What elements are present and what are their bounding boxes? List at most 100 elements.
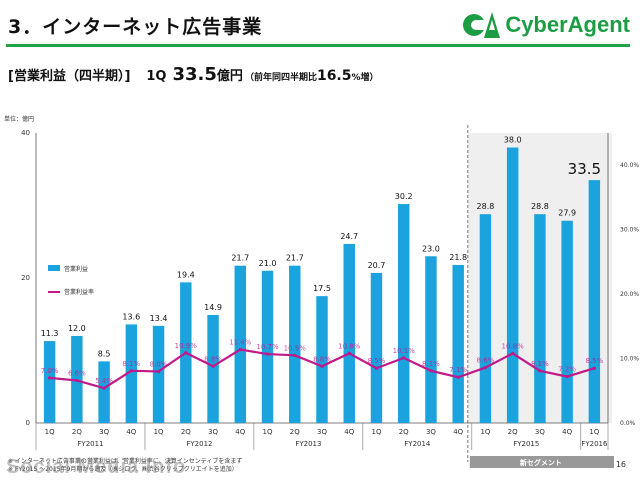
y2-tick-label: 20.0% — [620, 291, 639, 298]
subtitle-compare-prefix: （前年同四半期比 — [244, 73, 317, 83]
margin-point-3 — [129, 369, 133, 373]
bar-4 — [152, 325, 165, 423]
margin-value-label: 7.2% — [558, 366, 576, 374]
y2-tick-label: 30.0% — [620, 227, 639, 234]
margin-point-19 — [565, 375, 569, 379]
margin-point-13 — [402, 356, 406, 360]
x-tick-label: 1Q — [263, 428, 273, 436]
x-tick-label: 1Q — [480, 428, 490, 436]
bar-value-label: 21.7 — [286, 254, 304, 263]
y2-tick-label: 40.0% — [620, 162, 639, 169]
x-tick-label: 3Q — [535, 428, 545, 436]
chart-subtitle: [営業利益（四半期）] 1Q 33.5 億円 （前年同四半期比 16.5 %増） — [8, 64, 379, 85]
margin-value-label: 10.8% — [338, 342, 361, 350]
bar-value-label: 8.5 — [98, 349, 111, 358]
margin-value-label: 6.6% — [68, 369, 86, 377]
margin-point-11 — [347, 351, 351, 355]
x-tick-label: 2Q — [399, 428, 409, 436]
bar-value-label: 28.8 — [477, 202, 495, 211]
margin-value-label: 11.4% — [229, 339, 252, 347]
y-tick-label: 20 — [21, 274, 30, 282]
watermark: Social Media Info — [6, 456, 187, 478]
margin-point-5 — [184, 351, 188, 355]
bar-value-label: 27.9 — [558, 209, 576, 218]
margin-point-12 — [374, 366, 379, 370]
margin-value-label: 8.1% — [531, 360, 549, 368]
legend-line-label: 営業利益率 — [64, 288, 94, 296]
bar-value-label: 23.0 — [422, 244, 440, 253]
x-tick-label: 2Q — [72, 428, 82, 436]
margin-point-4 — [156, 369, 161, 374]
bar-11 — [343, 243, 355, 423]
x-tick-label: 2Q — [290, 428, 300, 436]
margin-point-10 — [320, 364, 324, 368]
bar-value-label: 13.4 — [150, 314, 168, 323]
subtitle-bracket: [営業利益（四半期）] — [8, 69, 131, 84]
legend-bar-label: 営業利益 — [64, 265, 88, 273]
bar-19 — [561, 220, 573, 423]
cyberagent-logo-icon — [463, 12, 501, 38]
bar-8 — [261, 270, 274, 423]
margin-point-9 — [293, 353, 297, 357]
x-tick-label: 3Q — [208, 428, 218, 436]
subtitle-unit: 億円 — [216, 69, 243, 84]
margin-value-label: 8.5% — [585, 357, 603, 365]
bar-value-label: 33.5 — [568, 160, 601, 178]
bar-value-label: 12.0 — [68, 324, 86, 333]
margin-value-label: 8.1% — [422, 360, 440, 368]
margin-point-1 — [75, 378, 79, 383]
new-segment-banner — [469, 456, 614, 468]
margin-value-label: 10.5% — [284, 344, 307, 352]
x-tick-label: 2Q — [508, 428, 518, 436]
margin-value-label: 7.0% — [41, 367, 59, 375]
margin-point-0 — [48, 376, 52, 380]
x-tick-label: 3Q — [99, 428, 109, 436]
bar-value-label: 21.7 — [231, 254, 249, 263]
x-tick-label: 2Q — [181, 428, 191, 436]
bar-3 — [125, 324, 138, 423]
margin-value-label: 5.4% — [95, 377, 113, 385]
legend-bar-swatch — [48, 265, 60, 271]
bar-value-label: 20.7 — [368, 261, 386, 270]
bar-value-label: 30.2 — [395, 192, 413, 201]
margin-point-17 — [511, 351, 515, 355]
margin-value-label: 8.8% — [313, 355, 331, 363]
bar-9 — [289, 265, 301, 423]
y-tick-label: 40 — [21, 129, 30, 137]
bar-value-label: 21.0 — [259, 259, 277, 268]
subtitle-quarter: 1Q — [146, 69, 167, 84]
margin-point-15 — [456, 375, 460, 379]
bar-value-label: 13.6 — [122, 312, 140, 321]
bar-value-label: 19.4 — [177, 270, 195, 279]
bar-value-label: 14.9 — [204, 303, 222, 312]
footnote: ※ インターネット広告事業の営業利益は、営業利益率に、決算インセンティブを含まず… — [8, 458, 338, 474]
footnote-line-2: ※ FY2015 ～2015年9月期から遡及（㈱シロク、㈱渋谷クリップクリエイト… — [8, 466, 238, 473]
bar-7 — [234, 265, 247, 423]
bar-value-label: 38.0 — [504, 136, 522, 145]
bar-value-label: 24.7 — [340, 232, 358, 241]
bar-17 — [506, 147, 519, 423]
bar-12 — [370, 272, 383, 423]
x-tick-label: 3Q — [426, 428, 436, 436]
margin-value-label: 8.5% — [368, 357, 386, 365]
margin-value-label: 8.6% — [477, 357, 495, 365]
y-tick-label: 0 — [26, 419, 30, 427]
margin-point-7 — [238, 347, 242, 352]
margin-point-20 — [592, 366, 596, 370]
subtitle-value: 33.5 — [172, 64, 217, 85]
margin-point-8 — [265, 352, 270, 356]
y2-tick-label: 0.0% — [620, 420, 636, 427]
x-tick-label: 1Q — [589, 428, 599, 436]
bar-18 — [534, 214, 546, 423]
fy-label: FY2016 — [581, 440, 608, 448]
bar-14 — [425, 256, 437, 423]
fy-label: FY2015 — [513, 440, 539, 448]
brand-logo: CyberAgent — [463, 10, 630, 40]
bar-value-label: 11.3 — [41, 329, 59, 338]
brand-name: CyberAgent — [505, 12, 630, 37]
margin-value-label: 10.7% — [256, 343, 279, 351]
new-segment-label: 新セグメント — [520, 458, 562, 467]
bar-15 — [452, 264, 464, 423]
unit-label: 単位：億円 — [4, 115, 34, 123]
